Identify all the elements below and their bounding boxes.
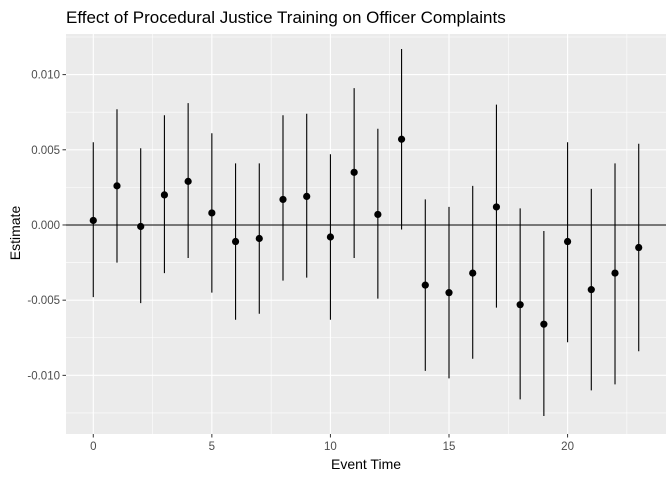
data-point xyxy=(492,203,501,211)
x-tick-label: 15 xyxy=(443,441,456,453)
data-point xyxy=(231,237,240,246)
y-tick-label: 0.005 xyxy=(31,145,60,157)
x-tick-label: 20 xyxy=(561,441,574,453)
data-point xyxy=(137,222,145,231)
minor-gridlines xyxy=(66,34,666,434)
data-point xyxy=(587,286,595,294)
data-point xyxy=(303,192,311,201)
data-point xyxy=(635,243,643,252)
data-point xyxy=(326,233,335,241)
y-axis-ticks: -0.010 -0.005 0.000 0.005 0.010 xyxy=(27,70,66,382)
y-tick-label: -0.010 xyxy=(27,370,60,382)
y-tick-label: 0.000 xyxy=(31,220,60,232)
y-tick-label: -0.005 xyxy=(27,295,60,307)
data-point xyxy=(279,195,287,204)
data-point xyxy=(255,234,263,243)
plot-panel xyxy=(66,34,666,434)
data-point xyxy=(160,191,169,199)
x-tick-label: 10 xyxy=(324,441,337,453)
data-point xyxy=(611,269,619,277)
data-point xyxy=(445,289,453,297)
data-point xyxy=(563,237,572,246)
y-tick-label: 0.010 xyxy=(31,70,60,82)
y-axis-title: Estimate xyxy=(7,206,23,261)
data-point xyxy=(89,216,97,225)
data-point xyxy=(516,301,524,309)
x-axis-ticks: 0 5 10 15 20 xyxy=(90,434,574,453)
x-tick-label: 0 xyxy=(90,441,96,453)
data-point xyxy=(421,281,429,289)
data-point xyxy=(397,135,406,143)
chart-title: Effect of Procedural Justice Training on… xyxy=(66,8,506,27)
point-estimates xyxy=(89,135,643,328)
x-tick-label: 5 xyxy=(209,441,215,453)
data-point xyxy=(374,210,382,219)
data-point xyxy=(113,182,121,190)
data-point xyxy=(350,168,358,176)
data-point xyxy=(469,269,477,277)
data-point xyxy=(208,209,216,217)
data-point xyxy=(540,320,548,328)
data-point xyxy=(184,177,192,185)
x-axis-title: Event Time xyxy=(331,456,401,472)
